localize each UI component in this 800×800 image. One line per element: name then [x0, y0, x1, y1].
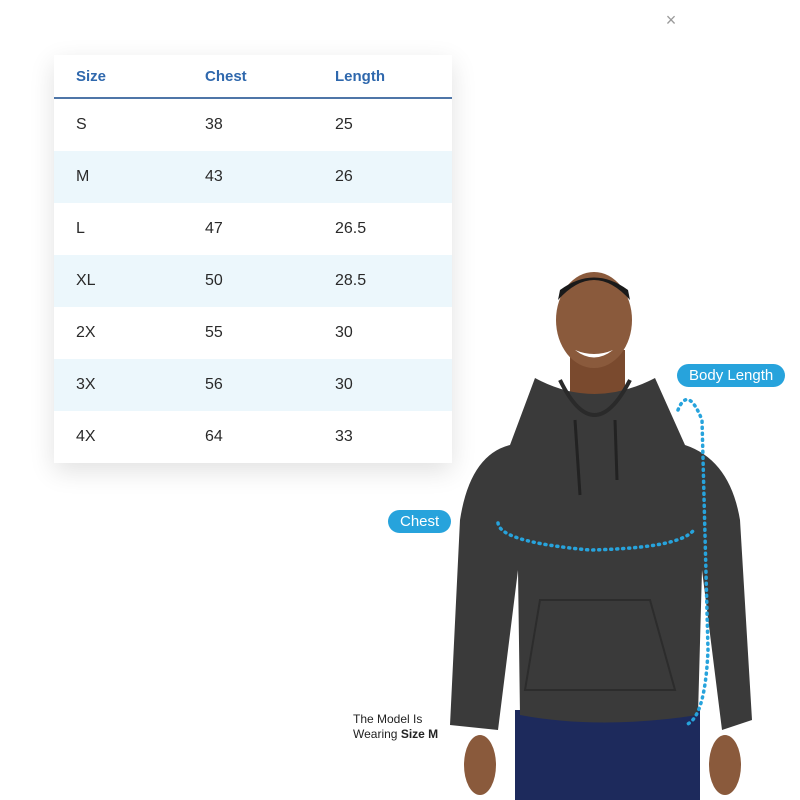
cell-chest: 64 — [205, 428, 223, 445]
cell-size: M — [76, 168, 90, 185]
cell-chest: 43 — [205, 168, 223, 185]
size-chart-table: Size Chest Length S 38 25 M 43 26 L 47 26.5 XL 50 2… — [54, 55, 452, 463]
cell-size: S — [76, 116, 87, 133]
cell-size: XL — [76, 272, 96, 289]
cell-length: 26 — [335, 168, 353, 185]
cell-length: 26.5 — [335, 220, 367, 237]
note-line1: The Model Is — [353, 712, 423, 726]
cell-length: 33 — [335, 428, 353, 445]
table-row: M 43 26 — [54, 151, 452, 203]
cell-size: 4X — [76, 428, 96, 445]
body-length-label: Body Length — [677, 364, 786, 387]
table-row: 4X 64 33 — [54, 411, 452, 463]
table-header: Size Chest Length — [54, 55, 452, 99]
chest-label: Chest — [388, 510, 452, 533]
cell-chest: 47 — [205, 220, 223, 237]
cell-chest: 50 — [205, 272, 223, 289]
header-chest: Chest — [205, 67, 247, 85]
table-row: XL 50 28.5 — [54, 255, 452, 307]
cell-length: 30 — [335, 324, 353, 341]
table-row: S 38 25 — [54, 99, 452, 151]
note-prefix: Wearing — [353, 727, 401, 741]
cell-size: 2X — [76, 324, 96, 341]
table-row: L 47 26.5 — [54, 203, 452, 255]
header-length: Length — [335, 67, 385, 85]
table-row: 2X 55 30 — [54, 307, 452, 359]
table-row: 3X 56 30 — [54, 359, 452, 411]
cell-length: 28.5 — [335, 272, 367, 289]
cell-length: 30 — [335, 376, 353, 393]
close-icon[interactable]: × — [665, 10, 677, 30]
model-size-note: The Model Is Wearing Size M — [353, 712, 438, 742]
header-size: Size — [76, 67, 107, 85]
cell-size: 3X — [76, 376, 96, 393]
note-size: Size M — [400, 727, 439, 741]
cell-chest: 56 — [205, 376, 223, 393]
cell-size: L — [76, 220, 85, 237]
cell-length: 25 — [335, 116, 353, 133]
model-image — [450, 272, 752, 800]
cell-chest: 55 — [205, 324, 223, 341]
note-line2: Wearing Size M — [353, 727, 438, 742]
cell-chest: 38 — [205, 116, 223, 133]
